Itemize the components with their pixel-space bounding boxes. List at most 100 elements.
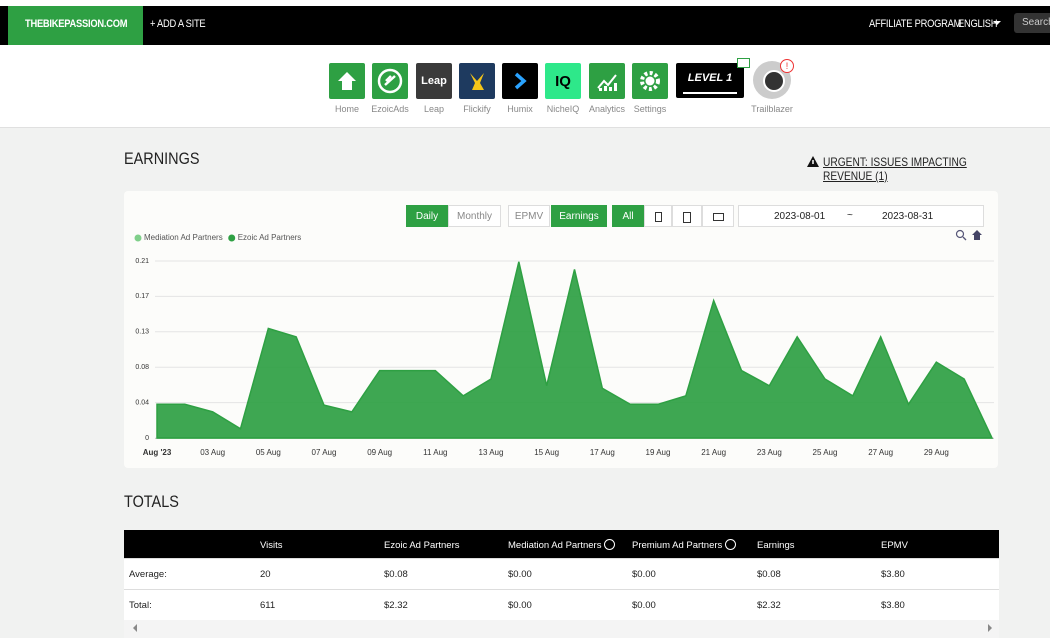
table-row: Total: 611 $2.32 $0.00 $0.00 $2.32 $3.80 [124,590,999,621]
language[interactable]: ENGLISH [958,18,998,30]
app-label: NicheIQ [546,104,580,114]
app-label: Analytics [588,104,625,114]
cell: 20 [260,569,271,580]
desktop-icon [712,213,724,221]
app-label: Humix [507,104,533,114]
house [338,72,356,90]
earnings-button[interactable]: Earnings [551,205,607,227]
legend-dot [134,234,142,242]
settings-icon[interactable] [632,63,668,99]
logo-box[interactable] [8,6,143,45]
totals-title: TOTALS [124,492,179,511]
home-icon[interactable] [329,63,365,99]
y-tick-label: 0.04 [135,399,149,406]
cell: $0.00 [508,600,532,611]
header-cell: Ezoic Ad Partners [384,540,460,551]
add-site[interactable]: + ADD A SITE [150,18,206,30]
date-start[interactable]: 2023-08-01 [774,211,826,222]
monthly-button[interactable]: Monthly [448,205,501,227]
x-tick-label: 05 Aug [256,448,281,457]
app-label: EzoicAds [371,104,409,114]
row-label: Total: [129,600,152,611]
caret [993,21,1001,29]
app-label: Settings [633,104,667,114]
x-tick-label: 29 Aug [924,448,949,457]
cell: $2.32 [757,600,781,611]
header-cell: EPMV [881,540,908,551]
x-tick-label: 17 Aug [590,448,615,457]
all-button[interactable]: All [612,205,644,227]
level-bar [683,92,737,94]
cell: 611 [260,600,276,611]
gear [640,71,660,91]
table-header: Visits Ezoic Ad Partners Mediation Ad Part… [124,530,999,559]
leap-icon[interactable]: Leap [416,63,452,99]
search[interactable]: Search [1014,13,1050,33]
warning-icon [807,156,819,167]
scrollbar[interactable] [124,620,999,638]
x-tick-label: 15 Aug [534,448,559,457]
legend-label: Mediation Ad Partners [144,233,223,242]
legend-label: Ezoic Ad Partners [238,233,302,242]
urgent-link[interactable]: URGENT: ISSUES IMPACTING REVENUE (1) [823,155,967,183]
flickify-glyph [470,73,484,90]
ezoicads-icon[interactable] [372,63,408,99]
y-tick-label: 0.17 [135,293,149,300]
y-tick-label: 0.08 [135,364,149,371]
daily-button[interactable]: Daily [406,205,448,227]
scroll-left[interactable] [129,624,137,632]
header-cell: Premium Ad Partners [632,540,723,551]
chart: 0 0.04 0.08 0.13 0.17 0.21 Aug '23 03 Aug 05 Aug… [134,233,994,457]
chart-card: Daily Monthly EPMV Earnings All 2023-08-… [124,191,998,468]
x-tick-label: 13 Aug [479,448,504,457]
cell: $0.08 [757,569,781,580]
mail-icon [737,58,750,68]
nicheiq-icon[interactable]: IQ [545,63,581,99]
phone-button[interactable] [644,205,672,227]
cell: $0.00 [508,569,532,580]
help-icon [604,539,615,550]
legend-dot [228,234,236,242]
tablet-button[interactable] [672,205,702,227]
scroll-right[interactable] [988,624,996,632]
phone-icon [654,212,662,222]
x-tick-label: 21 Aug [701,448,726,457]
x-tick-label: 23 Aug [757,448,782,457]
app-label: Flickify [463,104,491,114]
chevron [514,72,527,90]
cell: $2.32 [384,600,408,611]
x-tick-label: 11 Aug [423,448,447,457]
earnings-title: EARNINGS [124,149,200,168]
analytics-glyph [597,74,617,91]
notice-badge: ! [780,59,794,73]
affiliate-link[interactable]: AFFILIATE PROGRAM [869,18,962,30]
nav-bar [0,6,1050,45]
date-end[interactable]: 2023-08-31 [882,211,934,222]
zoom-tools[interactable] [955,229,985,241]
x-tick-label: 03 Aug [200,448,225,457]
desktop-button[interactable] [702,205,734,227]
astronaut [763,70,785,92]
help-icon [725,539,736,550]
y-tick-label: 0 [145,435,149,442]
table-row: Average: 20 $0.08 $0.00 $0.00 $0.08 $3.80 [124,559,999,590]
level-label: Trailblazer [751,104,793,114]
app-label: Leap [423,104,445,114]
cell: $0.00 [632,569,656,580]
cell: $3.80 [881,600,905,611]
totals-table: Visits Ezoic Ad Partners Mediation Ad Part… [124,530,999,621]
app-label: Home [334,104,359,114]
cell: $0.08 [384,569,408,580]
epmv-button[interactable]: EPMV [508,205,550,227]
flickify-icon[interactable] [459,63,495,99]
cell: $3.80 [881,569,905,580]
x-tick-label: 25 Aug [813,448,838,457]
humix-icon[interactable] [502,63,538,99]
analytics-icon[interactable] [589,63,625,99]
cell: $0.00 [632,600,656,611]
header-cell: Earnings [757,540,795,551]
date-range[interactable] [738,205,984,227]
logo[interactable]: THEBIKEPASSION.COM [25,18,128,30]
y-tick-label: 0.13 [135,329,149,336]
